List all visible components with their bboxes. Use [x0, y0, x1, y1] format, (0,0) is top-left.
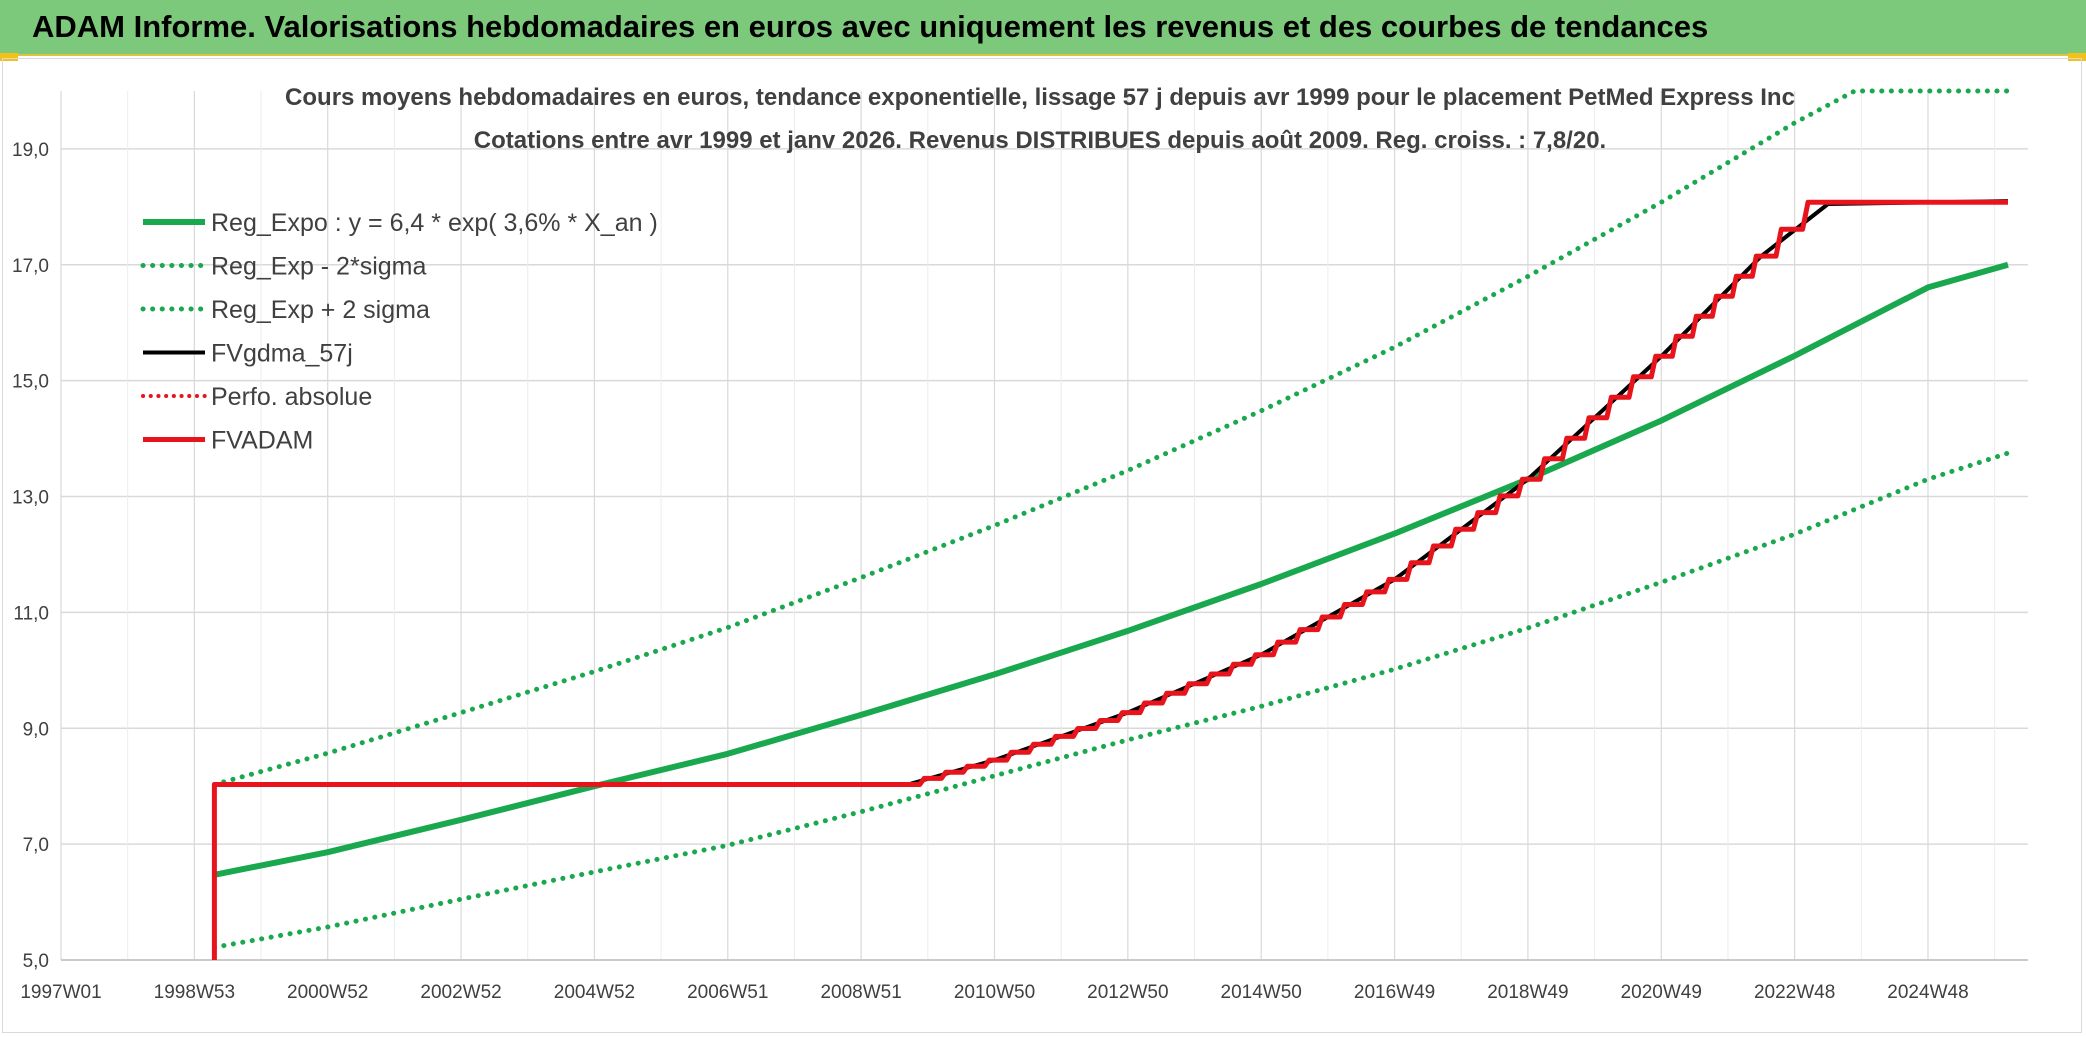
x-tick-label: 2022W48: [1754, 982, 1835, 1003]
y-tick-label: 13,0: [12, 488, 49, 509]
x-tick-label: 2012W50: [1087, 982, 1168, 1003]
y-tick-label: 19,0: [12, 140, 49, 161]
series-line-2: [211, 88, 2011, 787]
y-tick-label: 7,0: [23, 835, 49, 856]
legend-label: FVADAM: [211, 427, 313, 455]
y-tick-label: 5,0: [23, 951, 49, 972]
line-chart: Cours moyens hebdomadaires en euros, ten…: [12, 84, 2028, 1003]
x-tick-label: 2018W49: [1487, 982, 1568, 1003]
series: [211, 88, 2011, 960]
chart-title: Cours moyens hebdomadaires en euros, ten…: [285, 84, 1795, 111]
report-title: ADAM Informe. Valorisations hebdomadaire…: [32, 9, 1709, 44]
legend-label: Reg_Expo : y = 6,4 * exp( 3,6% * X_an ): [211, 209, 658, 237]
x-tick-label: 2010W50: [954, 982, 1035, 1003]
corner-marker-right: [2068, 53, 2086, 61]
x-tick-label: 1998W53: [154, 982, 235, 1003]
x-tick-label: 1997W01: [20, 982, 101, 1003]
grid: [60, 91, 2028, 961]
x-tick-label: 2004W52: [554, 982, 635, 1003]
x-tick-label: 2006W51: [687, 982, 768, 1003]
legend-label: Reg_Exp - 2*sigma: [211, 253, 426, 281]
x-tick-label: 2002W52: [420, 982, 501, 1003]
x-tick-label: 2020W49: [1621, 982, 1702, 1003]
x-tick-label: 2008W51: [820, 982, 901, 1003]
y-tick-label: 15,0: [12, 372, 49, 393]
legend-label: Reg_Exp + 2 sigma: [211, 296, 430, 324]
y-tick-label: 9,0: [23, 719, 49, 740]
y-axis-ticks: 5,0 7,0 9,0 11,0 13,0 15,0 17,0 19,0: [12, 140, 49, 972]
chart-subtitle: Cotations entre avr 1999 et janv 2026. R…: [474, 127, 1606, 154]
y-tick-label: 11,0: [13, 603, 49, 624]
legend-label: Perfo. absolue: [211, 383, 372, 411]
report-banner: ADAM Informe. Valorisations hebdomadaire…: [0, 0, 2086, 56]
x-axis-ticks: 1997W01 1998W53 2000W52 2002W52 2004W52 2006W…: [20, 982, 1968, 1003]
corner-marker-left: [0, 53, 18, 61]
legend: Reg_Expo : y = 6,4 * exp( 3,6% * X_an ) R…: [140, 209, 658, 455]
series-line-0: [213, 261, 2009, 878]
series-line-5: [211, 199, 2008, 960]
series-line-3: [212, 199, 2009, 960]
x-tick-label: 2014W50: [1221, 982, 1302, 1003]
series-line-1: [211, 450, 2011, 950]
y-tick-label: 17,0: [12, 256, 49, 277]
x-tick-label: 2024W48: [1887, 982, 1968, 1003]
x-tick-label: 2000W52: [287, 982, 368, 1003]
legend-label: FVgdma_57j: [211, 340, 353, 368]
chart-frame: Cours moyens hebdomadaires en euros, ten…: [2, 58, 2082, 1033]
x-tick-label: 2016W49: [1354, 982, 1435, 1003]
